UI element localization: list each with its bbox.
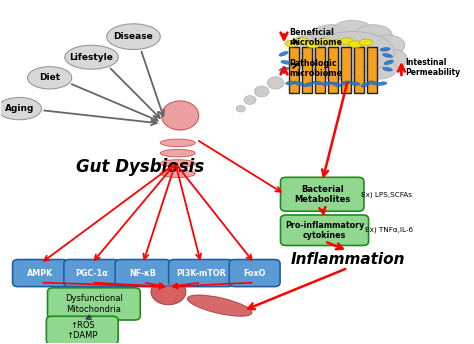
Text: Gut Dysbiosis: Gut Dysbiosis <box>76 158 205 176</box>
Ellipse shape <box>312 59 351 79</box>
Ellipse shape <box>369 81 378 85</box>
Ellipse shape <box>312 81 323 85</box>
Text: Inflammation: Inflammation <box>291 252 405 267</box>
Ellipse shape <box>383 67 392 71</box>
Text: Ex) LPS,SCFAs: Ex) LPS,SCFAs <box>361 191 411 197</box>
Text: Bacterial
Metabolites: Bacterial Metabolites <box>294 185 350 204</box>
Ellipse shape <box>312 25 351 45</box>
Ellipse shape <box>359 59 397 79</box>
Text: NF-κB: NF-κB <box>129 269 156 278</box>
Ellipse shape <box>285 81 296 85</box>
Ellipse shape <box>370 35 405 55</box>
Ellipse shape <box>295 51 330 71</box>
Ellipse shape <box>294 82 304 86</box>
Ellipse shape <box>384 60 393 65</box>
Ellipse shape <box>331 82 341 86</box>
Text: Dysfunctional
Mitochondria: Dysfunctional Mitochondria <box>65 294 123 314</box>
Text: PGC-1α: PGC-1α <box>75 269 108 278</box>
Ellipse shape <box>372 49 407 69</box>
Bar <box>328 47 338 93</box>
Ellipse shape <box>383 53 392 57</box>
Bar <box>367 47 377 93</box>
Text: Ex) TNFα,IL-6: Ex) TNFα,IL-6 <box>365 227 413 234</box>
Ellipse shape <box>160 149 195 157</box>
Ellipse shape <box>341 81 350 85</box>
Circle shape <box>254 86 269 97</box>
Text: ↑ROS
↑DAMP: ↑ROS ↑DAMP <box>66 321 98 340</box>
Ellipse shape <box>285 40 299 47</box>
Bar <box>289 47 299 93</box>
Ellipse shape <box>322 82 332 86</box>
Ellipse shape <box>359 39 373 46</box>
Ellipse shape <box>160 139 195 147</box>
Ellipse shape <box>331 20 374 43</box>
Text: Disease: Disease <box>114 32 154 41</box>
Circle shape <box>244 96 256 105</box>
Ellipse shape <box>291 34 335 56</box>
Bar <box>315 47 325 93</box>
FancyBboxPatch shape <box>281 215 369 246</box>
Ellipse shape <box>306 41 320 48</box>
FancyBboxPatch shape <box>46 316 118 344</box>
FancyBboxPatch shape <box>229 259 280 287</box>
Ellipse shape <box>296 38 310 45</box>
Ellipse shape <box>310 32 394 73</box>
Text: FoxO: FoxO <box>244 269 266 278</box>
Bar <box>302 47 312 93</box>
Ellipse shape <box>107 24 160 50</box>
Text: Intestinal
Permeability: Intestinal Permeability <box>405 58 460 77</box>
Ellipse shape <box>151 279 186 305</box>
Ellipse shape <box>160 170 195 178</box>
Ellipse shape <box>333 63 377 82</box>
FancyBboxPatch shape <box>115 259 171 287</box>
Ellipse shape <box>160 160 195 167</box>
Text: PI3K-mTOR: PI3K-mTOR <box>176 269 226 278</box>
Ellipse shape <box>279 51 288 56</box>
Ellipse shape <box>361 82 370 87</box>
FancyBboxPatch shape <box>281 177 364 211</box>
Text: Beneficial
microbiome: Beneficial microbiome <box>290 28 343 47</box>
Text: Lifestyle: Lifestyle <box>70 53 113 62</box>
Ellipse shape <box>339 38 354 45</box>
Ellipse shape <box>380 47 390 51</box>
FancyBboxPatch shape <box>169 259 234 287</box>
Text: Diet: Diet <box>39 73 60 82</box>
Text: Pro-inflammatory
cytokines: Pro-inflammatory cytokines <box>285 221 364 240</box>
Text: Aging: Aging <box>5 104 34 113</box>
Ellipse shape <box>187 295 252 316</box>
Ellipse shape <box>377 82 387 85</box>
Circle shape <box>267 77 284 89</box>
Ellipse shape <box>165 282 177 301</box>
FancyBboxPatch shape <box>13 259 68 287</box>
Ellipse shape <box>0 97 41 120</box>
FancyBboxPatch shape <box>64 259 119 287</box>
Ellipse shape <box>162 101 199 130</box>
Ellipse shape <box>65 45 118 69</box>
Ellipse shape <box>27 67 72 89</box>
Ellipse shape <box>281 61 291 64</box>
Text: AMPK: AMPK <box>27 269 54 278</box>
Ellipse shape <box>318 39 331 45</box>
Bar <box>341 47 351 93</box>
Ellipse shape <box>350 82 360 85</box>
Circle shape <box>236 105 246 112</box>
Ellipse shape <box>328 40 342 46</box>
Ellipse shape <box>355 25 392 45</box>
Ellipse shape <box>303 83 313 87</box>
Ellipse shape <box>349 41 363 47</box>
Text: Pathologic
microbiome: Pathologic microbiome <box>290 59 343 78</box>
Ellipse shape <box>279 67 289 71</box>
Bar <box>354 47 364 93</box>
FancyBboxPatch shape <box>47 288 140 320</box>
